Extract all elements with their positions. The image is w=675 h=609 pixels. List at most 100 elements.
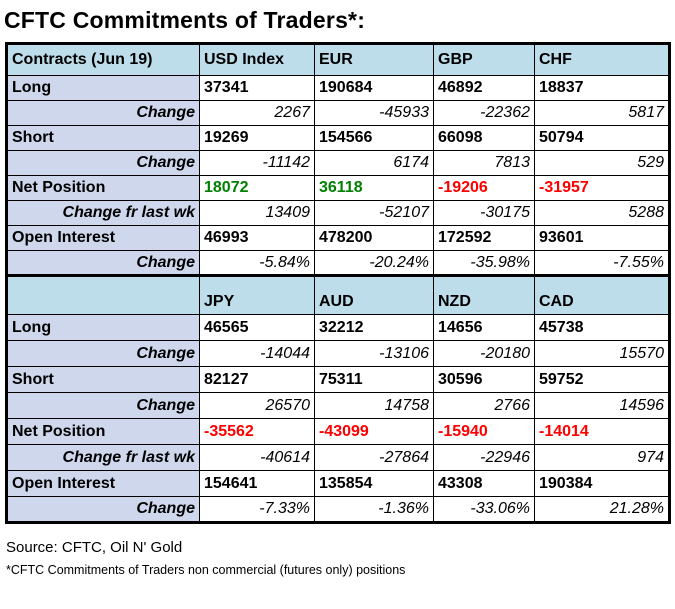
table-row: Change 2267 -45933 -22362 5817 xyxy=(6,100,670,126)
cell-value: 18072 xyxy=(199,175,315,201)
row-label: Change xyxy=(6,340,200,367)
cell-value: -14014 xyxy=(534,418,670,445)
table-row: Short 82127 75311 30596 59752 xyxy=(6,366,670,393)
cell-value: 6174 xyxy=(314,150,434,176)
cell-value: -22362 xyxy=(433,100,535,126)
cell-value: 37341 xyxy=(199,75,315,101)
row-label: Change xyxy=(6,392,200,419)
row-label: Net Position xyxy=(6,418,200,445)
cell-value: -27864 xyxy=(314,444,434,471)
cell-value: 14656 xyxy=(433,314,535,341)
cell-value: -1.36% xyxy=(314,496,434,523)
cell-value: 93601 xyxy=(534,225,670,251)
cot-table-section-2: JPY AUD NZD CAD Long 46565 32212 14656 45738 Chan… xyxy=(5,274,671,524)
cell-value: 2766 xyxy=(433,392,535,419)
column-header: CHF xyxy=(534,43,670,76)
cell-value: -19206 xyxy=(433,175,535,201)
cell-value: -33.06% xyxy=(433,496,535,523)
table-row: Change -7.33% -1.36% -33.06% 21.28% xyxy=(6,496,670,523)
table-row: Change -5.84% -20.24% -35.98% -7.55% xyxy=(6,250,670,276)
header-row: Contracts (Jun 19) USD Index EUR GBP CHF xyxy=(6,43,670,76)
column-header: CAD xyxy=(534,275,670,315)
row-label: Change xyxy=(6,150,200,176)
cell-value: 154566 xyxy=(314,125,434,151)
cell-value: 82127 xyxy=(199,366,315,393)
cell-value: -5.84% xyxy=(199,250,315,276)
cell-value: -7.33% xyxy=(199,496,315,523)
row-label: Open Interest xyxy=(6,225,200,251)
column-header: NZD xyxy=(433,275,535,315)
cell-value: 46892 xyxy=(433,75,535,101)
table-row: Change -11142 6174 7813 529 xyxy=(6,150,670,176)
table-row: Change fr last wk -40614 -27864 -22946 974 xyxy=(6,444,670,471)
cell-value: 30596 xyxy=(433,366,535,393)
cell-value: -14044 xyxy=(199,340,315,367)
cell-value: 14758 xyxy=(314,392,434,419)
row-label: Change fr last wk xyxy=(6,444,200,471)
cell-value: 46993 xyxy=(199,225,315,251)
cell-value: 974 xyxy=(534,444,670,471)
cell-value: 26570 xyxy=(199,392,315,419)
cell-value: 43308 xyxy=(433,470,535,497)
column-header: JPY xyxy=(199,275,315,315)
cell-value: 32212 xyxy=(314,314,434,341)
row-label: Change xyxy=(6,100,200,126)
table-row: Net Position -35562 -43099 -15940 -14014 xyxy=(6,418,670,445)
table-row: Open Interest 154641 135854 43308 190384 xyxy=(6,470,670,497)
cell-value: 190384 xyxy=(534,470,670,497)
cell-value: 21.28% xyxy=(534,496,670,523)
cell-value: -35562 xyxy=(199,418,315,445)
cell-value: 2267 xyxy=(199,100,315,126)
cell-value: 19269 xyxy=(199,125,315,151)
cell-value: 172592 xyxy=(433,225,535,251)
row-label: Open Interest xyxy=(6,470,200,497)
cell-value: -20180 xyxy=(433,340,535,367)
footnote-text: *CFTC Commitments of Traders non commerc… xyxy=(6,563,406,577)
table-row: Short 19269 154566 66098 50794 xyxy=(6,125,670,151)
cell-value: 18837 xyxy=(534,75,670,101)
cell-value: -7.55% xyxy=(534,250,670,276)
header-row: JPY AUD NZD CAD xyxy=(6,275,670,315)
table-row: Change 26570 14758 2766 14596 xyxy=(6,392,670,419)
row-label: Net Position xyxy=(6,175,200,201)
cell-value: -11142 xyxy=(199,150,315,176)
cell-value: 66098 xyxy=(433,125,535,151)
table-row: Long 46565 32212 14656 45738 xyxy=(6,314,670,341)
cell-value: 7813 xyxy=(433,150,535,176)
cell-value: 36118 xyxy=(314,175,434,201)
cell-value: -13106 xyxy=(314,340,434,367)
column-header: Contracts (Jun 19) xyxy=(6,43,200,76)
row-label: Change xyxy=(6,496,200,523)
cell-value: 50794 xyxy=(534,125,670,151)
cell-value: 529 xyxy=(534,150,670,176)
row-label: Long xyxy=(6,75,200,101)
cell-value: 13409 xyxy=(199,200,315,226)
column-header: EUR xyxy=(314,43,434,76)
row-label: Short xyxy=(6,125,200,151)
row-label: Change fr last wk xyxy=(6,200,200,226)
cell-value: -15940 xyxy=(433,418,535,445)
table-row: Long 37341 190684 46892 18837 xyxy=(6,75,670,101)
column-header: AUD xyxy=(314,275,434,315)
cell-value: 46565 xyxy=(199,314,315,341)
column-header: GBP xyxy=(433,43,535,76)
cell-value: -31957 xyxy=(534,175,670,201)
table-row: Change -14044 -13106 -20180 15570 xyxy=(6,340,670,367)
cell-value: 154641 xyxy=(199,470,315,497)
table-row: Net Position 18072 36118 -19206 -31957 xyxy=(6,175,670,201)
row-label: Long xyxy=(6,314,200,341)
cell-value: 15570 xyxy=(534,340,670,367)
table-row: Change fr last wk 13409 -52107 -30175 5288 xyxy=(6,200,670,226)
cell-value: 190684 xyxy=(314,75,434,101)
cell-value: 59752 xyxy=(534,366,670,393)
cell-value: 14596 xyxy=(534,392,670,419)
column-header: USD Index xyxy=(199,43,315,76)
cell-value: -43099 xyxy=(314,418,434,445)
cell-value: 478200 xyxy=(314,225,434,251)
cot-table-section-1: Contracts (Jun 19) USD Index EUR GBP CHF Long… xyxy=(5,42,671,277)
cell-value: 5817 xyxy=(534,100,670,126)
cell-value: 5288 xyxy=(534,200,670,226)
cell-value: -40614 xyxy=(199,444,315,471)
table-row: Open Interest 46993 478200 172592 93601 xyxy=(6,225,670,251)
row-label: Change xyxy=(6,250,200,276)
